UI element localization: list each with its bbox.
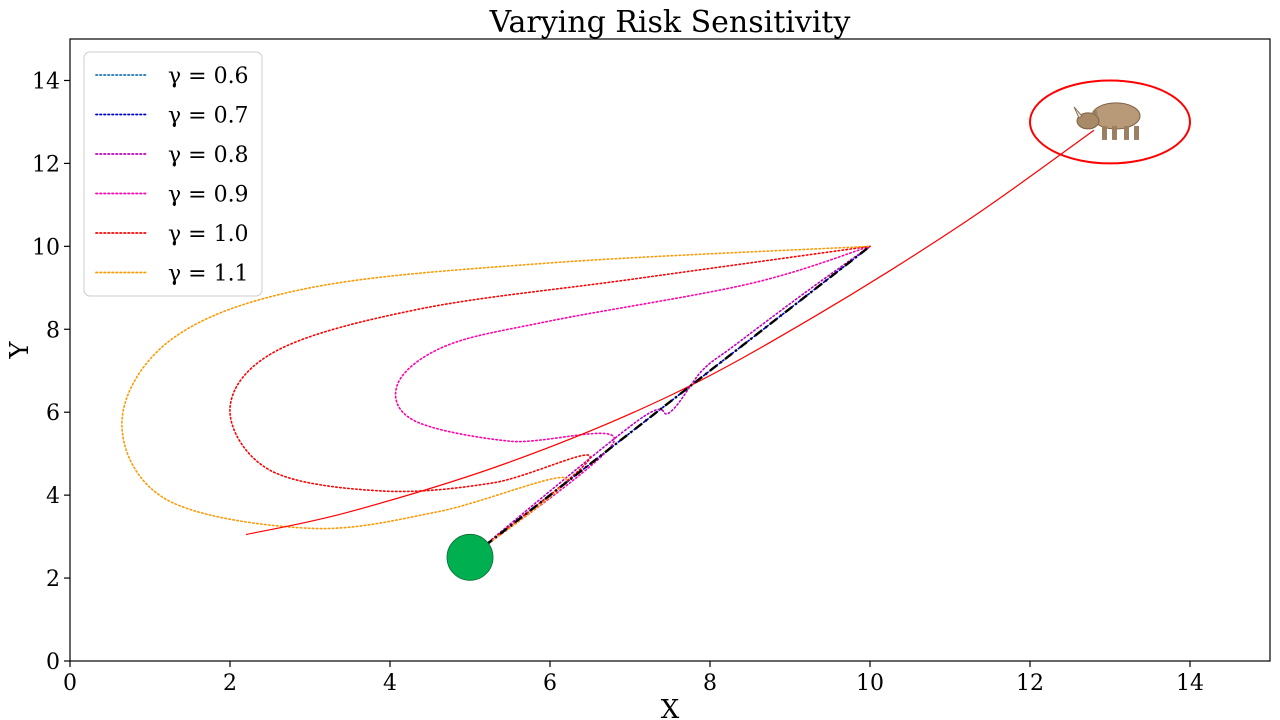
x-tick-label: 4 (383, 671, 397, 696)
x-tick-label: 12 (1016, 671, 1044, 696)
legend-label: γ = 0.6 (168, 64, 249, 89)
axis-ticks: 0 2 4 6 8 10 12 14 0 2 4 6 8 10 12 14 (32, 69, 1204, 696)
y-tick-label: 2 (46, 567, 60, 592)
plot-area (121, 79, 1191, 581)
series-line (394, 245, 871, 559)
y-tick-label: 14 (32, 69, 60, 94)
rhino-icon (1073, 102, 1141, 140)
y-axis-label: Y (5, 341, 35, 360)
x-tick-label: 2 (223, 671, 237, 696)
rhino-head (1076, 112, 1100, 130)
rhino-horn (1073, 106, 1083, 119)
reference-path (469, 245, 871, 559)
y-tick-label: 0 (46, 650, 60, 675)
x-tick-label: 14 (1176, 671, 1204, 696)
plot-frame (69, 38, 1271, 662)
legend-label: γ = 0.8 (168, 143, 249, 168)
y-tick-label: 6 (46, 401, 60, 426)
x-tick-label: 6 (543, 671, 557, 696)
x-tick-label: 8 (703, 671, 717, 696)
legend-label: γ = 1.0 (168, 222, 249, 247)
agent-path (245, 129, 1095, 536)
series-line (229, 245, 871, 559)
goal-region (1029, 79, 1191, 165)
y-tick-label: 12 (32, 152, 60, 177)
x-axis-label: X (661, 695, 680, 720)
x-tick-label: 10 (856, 671, 884, 696)
x-tick-label: 0 (63, 671, 77, 696)
rhino-leg (1112, 125, 1117, 140)
series-line (469, 245, 871, 559)
legend-label: γ = 1.1 (168, 262, 249, 287)
legend-label: γ = 0.9 (168, 183, 249, 208)
rhino-leg (1124, 125, 1129, 140)
legend: γ = 0.6 γ = 0.7 γ = 0.8 γ = 0.9 γ = 1.0 γ = 1… (83, 51, 263, 297)
rhino-body (1091, 102, 1141, 130)
rhino-ear (1092, 107, 1098, 115)
chart-title: Varying Risk Sensitivity (489, 5, 851, 40)
y-tick-label: 4 (46, 484, 60, 509)
y-tick-label: 8 (46, 318, 60, 343)
y-tick-label: 10 (32, 235, 60, 260)
rhino-leg (1102, 125, 1107, 140)
series-line (121, 245, 871, 559)
legend-label: γ = 0.7 (168, 104, 249, 129)
legend-box (83, 51, 263, 297)
rhino-leg (1134, 125, 1139, 140)
start-marker (446, 533, 494, 581)
